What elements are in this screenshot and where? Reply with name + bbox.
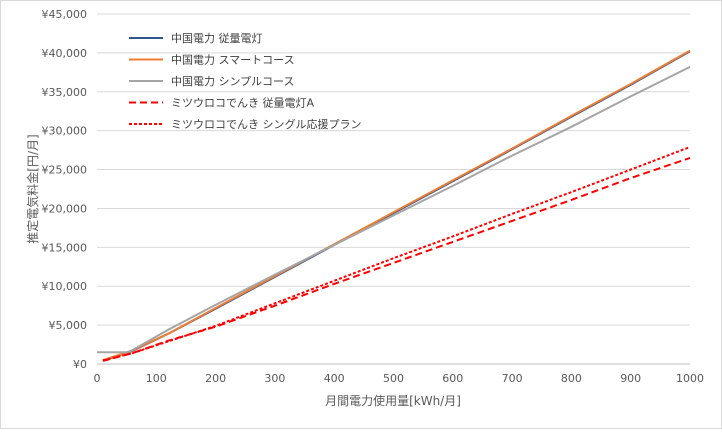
legend-label: 中国電力 スマートコース — [171, 54, 295, 67]
series-line-4 — [102, 156, 691, 362]
x-tick-label: 700 — [502, 372, 523, 385]
x-tick-label: 200 — [205, 372, 226, 385]
y-tick-label: ¥40,000 — [42, 47, 88, 60]
legend-label: 中国電力 従量電灯 — [171, 32, 263, 45]
x-tick-label: 900 — [620, 372, 641, 385]
y-tick-label: ¥45,000 — [42, 8, 88, 21]
x-axis-title: 月間電力使用量[kWh/月] — [325, 393, 461, 408]
series-line-2 — [102, 49, 691, 362]
y-tick-label: ¥25,000 — [42, 164, 88, 177]
series-lines — [97, 49, 691, 362]
x-tick-label: 100 — [146, 372, 167, 385]
legend-label: ミツウロコでんき 従量電灯A — [171, 97, 314, 110]
legend-label: 中国電力 シンプルコース — [171, 75, 294, 88]
x-tick-label: 300 — [264, 372, 285, 385]
series-line-5 — [102, 146, 691, 362]
legend-label: ミツウロコでんき シングル応援プラン — [171, 117, 362, 131]
y-tick-label: ¥15,000 — [42, 241, 88, 254]
series-line-3 — [97, 66, 691, 354]
y-axis-ticks: ¥0 ¥5,000 ¥10,000 ¥15,000 ¥20,000 ¥25,000 ¥30,… — [42, 8, 88, 371]
x-tick-label: 600 — [442, 372, 463, 385]
y-tick-label: ¥20,000 — [42, 202, 88, 215]
x-tick-label: 500 — [383, 372, 404, 385]
y-tick-label: ¥10,000 — [42, 280, 88, 293]
y-tick-label: ¥35,000 — [42, 86, 88, 99]
y-tick-label: ¥30,000 — [42, 125, 88, 138]
x-tick-label: 800 — [561, 372, 582, 385]
x-tick-label: 400 — [324, 372, 345, 385]
y-axis-title: 推定電気料金[円/月] — [25, 134, 40, 243]
gridlines — [97, 13, 690, 365]
y-tick-label: ¥0 — [73, 358, 87, 371]
x-tick-label: 1000 — [676, 372, 704, 385]
x-tick-label: 0 — [94, 372, 101, 385]
y-tick-label: ¥5,000 — [49, 319, 88, 332]
x-axis-ticks: 0 100 200 300 400 500 600 700 800 900 1000 — [94, 372, 705, 385]
